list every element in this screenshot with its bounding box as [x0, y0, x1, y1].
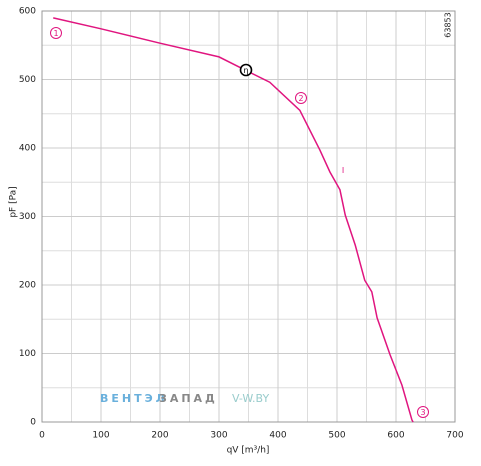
x-tick-label: 100	[92, 431, 109, 441]
annotation: 2	[298, 94, 303, 103]
x-tick-label: 300	[210, 431, 227, 441]
watermark: V-W.BY	[232, 392, 269, 405]
y-tick-label: 100	[19, 349, 36, 359]
x-tick-label: 400	[269, 431, 286, 441]
x-tick-label: 200	[151, 431, 168, 441]
plot-frame	[41, 10, 456, 423]
y-tick-label: 0	[30, 418, 36, 428]
annotation: η	[243, 66, 248, 75]
drawing-id: 63853	[444, 12, 453, 37]
y-tick-label: 200	[19, 281, 36, 291]
annotation: 1	[53, 29, 58, 38]
x-axis-label: qV [m³/h]	[227, 446, 270, 456]
x-tick-label: 600	[387, 431, 404, 441]
curve	[53, 17, 414, 423]
y-tick-label: 500	[19, 75, 36, 85]
x-tick-label: 0	[39, 431, 45, 441]
x-tick-label: 700	[446, 431, 463, 441]
y-tick-label: 300	[19, 212, 36, 222]
y-tick-label: 400	[19, 144, 36, 154]
watermark: ВЕНТЭЛ	[100, 392, 168, 405]
annotation-circle	[239, 63, 253, 77]
annotation-circle	[50, 27, 62, 39]
annotation: I	[342, 166, 344, 175]
annotation-circle	[295, 92, 307, 104]
y-tick-label: 600	[19, 7, 36, 17]
annotation: 3	[420, 408, 425, 417]
y-axis-label: pF [Pa]	[9, 186, 19, 217]
watermark: ЗАПАД	[159, 392, 218, 405]
x-tick-label: 500	[328, 431, 345, 441]
annotation-circle	[417, 406, 429, 418]
